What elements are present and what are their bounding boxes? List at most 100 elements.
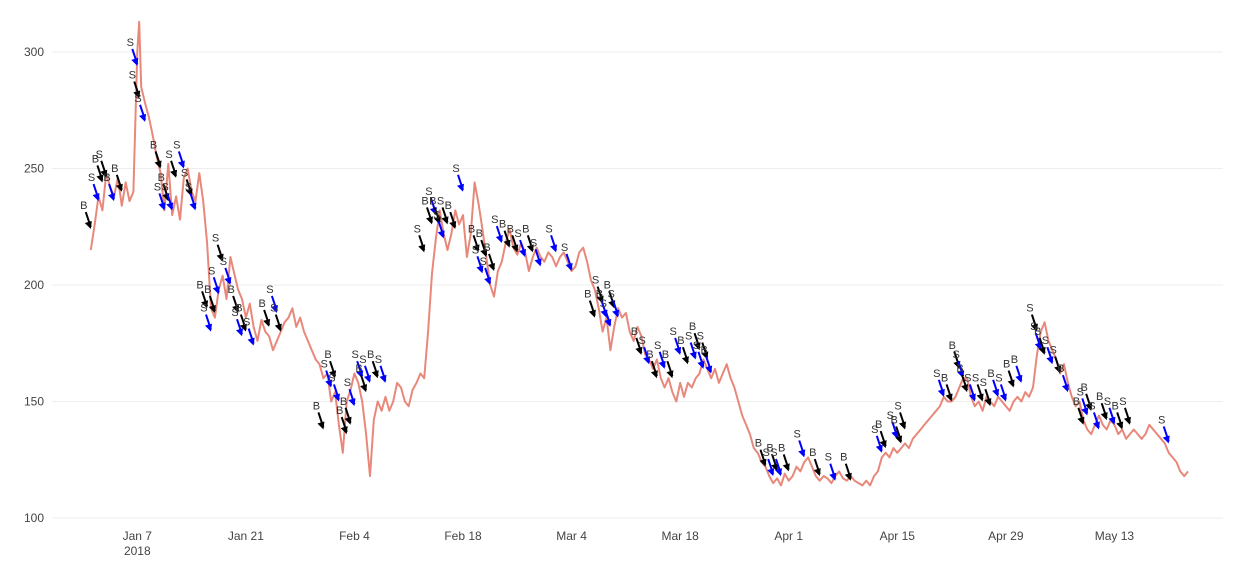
signal-label: S xyxy=(933,368,940,380)
y-tick-label: 150 xyxy=(24,394,44,408)
x-tick-label: Feb 18 xyxy=(444,529,482,543)
signal-arrow-head xyxy=(317,421,325,430)
signal-marker: S xyxy=(871,424,883,453)
signal-label: B xyxy=(689,321,696,333)
signal-arrow-head xyxy=(1116,421,1124,430)
x-tick-label: Jan 21 xyxy=(228,529,264,543)
signal-label: S xyxy=(452,163,459,175)
signal-arrow-head xyxy=(437,230,445,239)
signal-label: S xyxy=(530,237,537,249)
signal-label: S xyxy=(231,307,238,319)
signal-label: S xyxy=(1049,345,1056,357)
signal-label: B xyxy=(941,372,948,384)
signal-arrow-head xyxy=(1085,402,1093,411)
signal-label: S xyxy=(1077,386,1084,398)
signal-marker: S xyxy=(154,181,166,211)
signal-marker: S xyxy=(321,359,333,388)
signal-marker: S xyxy=(96,149,108,178)
signal-label: S xyxy=(270,303,277,315)
signal-arrow-head xyxy=(1108,416,1116,425)
signal-arrow-head xyxy=(100,169,108,178)
y-tick-label: 300 xyxy=(24,45,44,59)
signal-marker: B xyxy=(355,363,368,393)
signal-marker: S xyxy=(266,284,278,313)
signal-marker: B xyxy=(324,349,337,379)
signal-label: B xyxy=(92,153,99,165)
signal-marker: S xyxy=(414,223,426,253)
signal-label: B xyxy=(80,200,87,212)
signal-label: B xyxy=(367,349,374,361)
signal-label: B xyxy=(701,345,708,357)
signal-arrow-head xyxy=(689,351,697,360)
signal-arrow-head xyxy=(472,244,480,253)
signal-label: B xyxy=(677,335,684,347)
signal-marker: B xyxy=(235,303,247,332)
signal-arrow-head xyxy=(771,463,779,472)
signal-arrow-head xyxy=(511,244,519,253)
signal-marker: B xyxy=(340,396,352,425)
signal-label: S xyxy=(212,233,219,245)
x-tick-label: May 13 xyxy=(1095,529,1135,543)
signal-arrow-head xyxy=(798,449,806,458)
signal-marker: S xyxy=(794,428,806,458)
price-line xyxy=(89,20,1189,487)
signal-label: B xyxy=(522,223,529,235)
signal-arrow-head xyxy=(1054,365,1062,374)
grid-lines xyxy=(52,51,1223,519)
signal-label: S xyxy=(173,139,180,151)
signal-arrow-head xyxy=(189,202,197,211)
signal-label: S xyxy=(1030,321,1037,333)
signal-label: S xyxy=(162,181,169,193)
signal-marker: B xyxy=(483,242,496,271)
signal-arrow-head xyxy=(1034,342,1042,351)
signal-marker: S xyxy=(208,265,220,295)
signal-label: S xyxy=(770,447,777,459)
signal-label: B xyxy=(227,284,234,296)
signal-arrow-head xyxy=(1038,346,1046,355)
signal-label: B xyxy=(313,400,320,412)
signal-arrow-head xyxy=(379,374,387,383)
signal-marker: B xyxy=(1073,396,1085,425)
signal-marker: S xyxy=(127,37,139,66)
signal-arrow-head xyxy=(891,430,899,439)
signal-label: B xyxy=(204,284,211,296)
signal-label: S xyxy=(344,377,351,389)
signal-arrow-head xyxy=(774,468,782,477)
signal-label: S xyxy=(825,452,832,464)
signal-marker: B xyxy=(701,345,713,374)
signal-marker: S xyxy=(825,452,837,481)
signal-arrow-head xyxy=(84,221,92,230)
signal-marker: S xyxy=(1119,396,1131,425)
signal-marker: S xyxy=(770,447,782,477)
signal-arrow-head xyxy=(170,169,178,178)
signal-label: B xyxy=(499,219,506,231)
signal-arrow-head xyxy=(895,435,903,444)
signal-arrow-head xyxy=(961,384,969,393)
signal-arrow-head xyxy=(782,463,790,472)
signal-label: S xyxy=(433,209,440,221)
signal-arrow-head xyxy=(899,421,907,430)
signal-marker: S xyxy=(654,340,666,369)
y-tick-label: 200 xyxy=(24,278,44,292)
signal-arrow-head xyxy=(1015,374,1023,383)
signal-label: B xyxy=(890,414,897,426)
signal-label: S xyxy=(479,256,486,268)
signal-label: B xyxy=(956,363,963,375)
signal-label: B xyxy=(483,242,490,254)
signal-marker: B xyxy=(421,195,433,225)
signal-label: S xyxy=(1026,303,1033,315)
signal-marker: B xyxy=(258,298,271,327)
signal-arrow-head xyxy=(480,249,488,258)
signal-label: S xyxy=(607,289,614,301)
signal-arrow-head xyxy=(705,365,713,374)
signal-label: B xyxy=(584,289,591,301)
signal-marker: S xyxy=(561,242,573,271)
signal-label: S xyxy=(1042,335,1049,347)
signal-arrow-head xyxy=(216,253,224,262)
signal-marker: S xyxy=(607,289,620,318)
signal-marker: S xyxy=(964,372,976,402)
signal-arrow-head xyxy=(984,398,992,407)
signal-marker: S xyxy=(887,410,899,439)
signal-marker: S xyxy=(185,181,197,211)
signal-marker: B xyxy=(956,363,969,393)
